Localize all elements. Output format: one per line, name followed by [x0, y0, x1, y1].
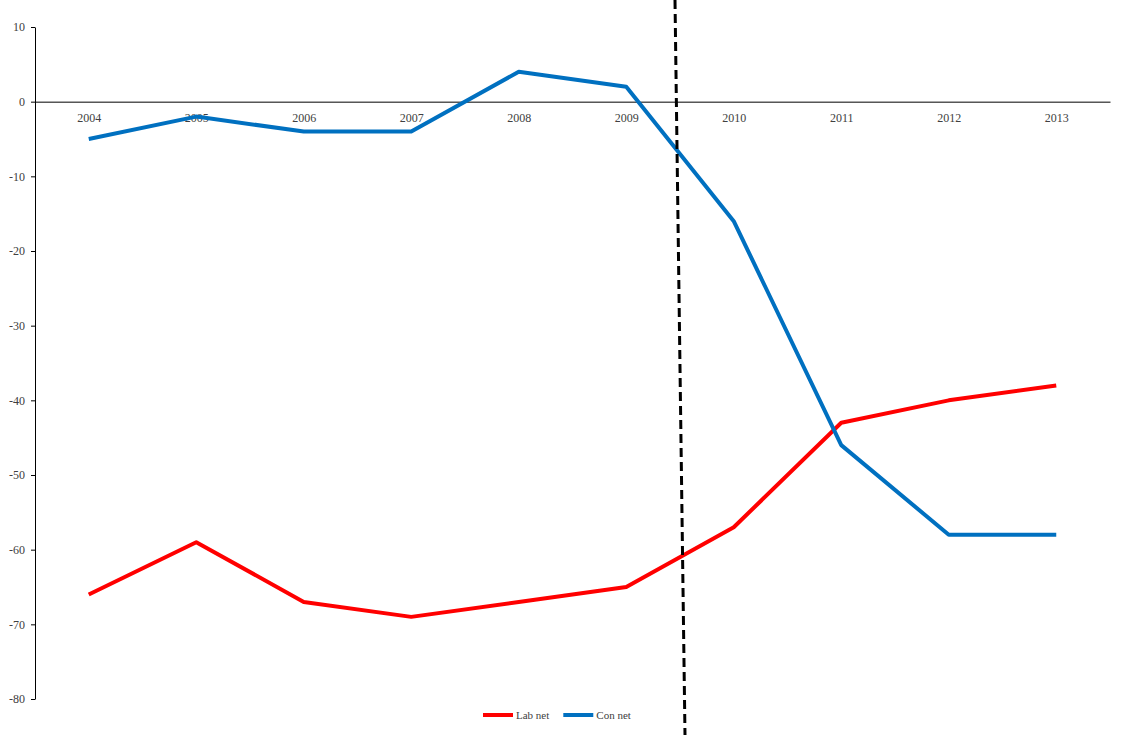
x-tick-label: 2007 — [400, 111, 424, 125]
legend-label: Con net — [596, 709, 631, 721]
y-tick-mark — [31, 699, 35, 700]
y-axis: -80 -70 -60 -50 -40 -30 -20 -10 0 10 — [9, 20, 36, 706]
y-tick-mark — [31, 102, 35, 103]
y-tick: -30 — [9, 319, 35, 333]
x-tick: 2008 — [507, 102, 531, 126]
plot-area — [89, 72, 1057, 617]
y-tick-label: 0 — [19, 95, 25, 109]
divider-line — [675, 0, 685, 735]
x-tick-label: 2009 — [615, 111, 639, 125]
y-axis-line — [35, 28, 36, 700]
y-tick-label: -50 — [9, 468, 25, 482]
y-tick: 0 — [19, 95, 35, 109]
y-tick-mark — [31, 475, 35, 476]
y-tick: -60 — [9, 543, 35, 557]
y-tick: -10 — [9, 170, 35, 184]
y-tick-label: 10 — [13, 20, 25, 34]
y-tick: -80 — [9, 692, 35, 706]
y-tick-label: -70 — [9, 618, 25, 632]
y-tick-mark — [31, 400, 35, 401]
x-tick-label: 2013 — [1045, 111, 1069, 125]
y-tick: -70 — [9, 618, 35, 632]
y-tick-label: -20 — [9, 244, 25, 258]
x-tick: 2007 — [400, 102, 424, 126]
x-tick-label: 2004 — [77, 111, 101, 125]
y-tick-mark — [31, 550, 35, 551]
y-tick-mark — [31, 27, 35, 28]
x-tick-label: 2010 — [722, 111, 746, 125]
y-tick-mark — [31, 624, 35, 625]
legend: Lab net Con net — [483, 709, 631, 721]
x-tick: 2012 — [937, 102, 961, 126]
legend-swatch — [483, 713, 513, 717]
x-tick: 2006 — [292, 102, 316, 126]
y-tick-label: -60 — [9, 543, 25, 557]
y-tick-mark — [31, 326, 35, 327]
y-tick-label: -40 — [9, 394, 25, 408]
x-tick: 2011 — [830, 102, 854, 126]
x-tick-label: 2012 — [937, 111, 961, 125]
legend-label: Lab net — [516, 709, 549, 721]
legend-item: Con net — [563, 709, 631, 721]
y-tick: -20 — [9, 244, 35, 258]
chart: -80-70-60-50-40-30-20-100102004200520062… — [0, 0, 1127, 735]
x-tick: 2005 — [185, 102, 209, 126]
y-tick: 10 — [13, 20, 35, 34]
y-tick: -50 — [9, 468, 35, 482]
y-tick-mark — [31, 251, 35, 252]
y-tick-label: -10 — [9, 170, 25, 184]
x-axis-line — [36, 102, 1111, 103]
legend-item: Lab net — [483, 709, 549, 721]
x-tick: 2010 — [722, 102, 746, 126]
y-tick-mark — [31, 176, 35, 177]
x-tick: 2009 — [615, 102, 639, 126]
x-tick-label: 2008 — [507, 111, 531, 125]
x-tick: 2013 — [1045, 102, 1069, 126]
y-tick: -40 — [9, 394, 35, 408]
x-tick-label: 2011 — [830, 111, 854, 125]
x-tick-label: 2006 — [292, 111, 316, 125]
legend-swatch — [563, 713, 593, 717]
x-tick: 2004 — [77, 102, 101, 126]
x-axis: 2004 2005 2006 2007 2008 2009 2010 2011 2012 2013 — [36, 102, 1111, 126]
series-line — [89, 72, 1057, 535]
y-tick-label: -30 — [9, 319, 25, 333]
y-tick-label: -80 — [9, 692, 25, 706]
